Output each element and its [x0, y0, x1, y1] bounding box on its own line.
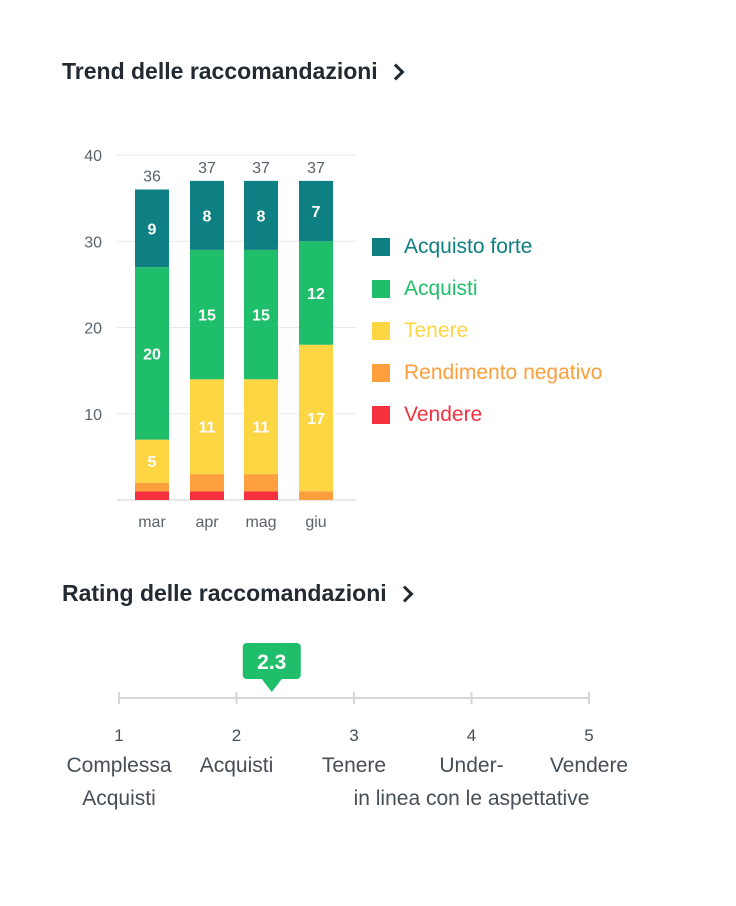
bar-value-label: 8	[203, 208, 212, 225]
x-tick-label: giu	[305, 514, 326, 531]
legend-label: Rendimento negativo	[404, 361, 603, 384]
bar-segment[interactable]	[244, 180, 278, 250]
bar-value-label: 15	[252, 308, 270, 325]
legend-swatch	[372, 406, 390, 424]
rating-title-text: Rating delle raccomandazioni	[62, 580, 387, 606]
trend-title[interactable]: Trend delle raccomandazioni	[62, 58, 405, 85]
rating-marker: 2.3	[242, 643, 301, 692]
bar-segment[interactable]	[190, 474, 224, 492]
legend-item[interactable]: Rendimento negativo	[372, 352, 602, 394]
bar-segment[interactable]	[190, 379, 224, 475]
y-tick-label: 10	[84, 407, 102, 424]
bar-value-label: 12	[307, 286, 325, 303]
bar-segment[interactable]	[135, 267, 169, 440]
chevron-right-icon	[396, 585, 414, 602]
scale-tick-number: 3	[349, 726, 358, 745]
legend-swatch	[372, 280, 390, 298]
bar-value-label: 8	[257, 208, 266, 225]
bar-segment[interactable]	[299, 344, 333, 492]
bar-value-label: 20	[143, 346, 161, 363]
bar-segment[interactable]	[135, 189, 169, 268]
bar-total-label: 36	[143, 169, 161, 186]
bar-segment[interactable]	[244, 474, 278, 492]
legend-label: Tenere	[404, 319, 469, 342]
bar-segment[interactable]	[299, 180, 333, 242]
legend-label: Acquisti	[404, 277, 478, 300]
bar-segment[interactable]	[244, 379, 278, 475]
scale-tick-label: Tenere	[322, 754, 386, 777]
bar-value-label: 7	[312, 204, 321, 221]
trend-chart: 10 20 30 40 5 20 9 36 mar 11 15 8 37 apr 11 15 8 37 mag 17 1…	[84, 148, 356, 531]
bar-segment[interactable]	[190, 491, 224, 500]
x-tick-label: mag	[245, 514, 276, 531]
bar-segment[interactable]	[135, 482, 169, 492]
bar-segment[interactable]	[299, 241, 333, 345]
scale-tick-label: Under-	[439, 754, 503, 777]
bar-total-label: 37	[307, 160, 325, 177]
rating-marker-box	[242, 643, 301, 679]
x-tick-label: mar	[138, 514, 166, 531]
legend-item[interactable]: Tenere	[372, 310, 602, 352]
legend-swatch	[372, 238, 390, 256]
bar-value-label: 17	[307, 411, 325, 428]
trend-title-text: Trend delle raccomandazioni	[62, 58, 378, 84]
scale-tick-number: 4	[467, 726, 476, 745]
bar-value-label: 15	[198, 308, 216, 325]
x-tick-label: apr	[195, 514, 219, 531]
bar-segment[interactable]	[190, 180, 224, 250]
scale-tick-label: Complessa	[66, 754, 171, 777]
chevron-right-icon	[387, 63, 405, 80]
legend-swatch	[372, 364, 390, 382]
legend-swatch	[372, 322, 390, 340]
bar-value-label: 11	[253, 420, 270, 437]
legend-label: Acquisto forte	[404, 235, 533, 258]
bar-value-label: 5	[148, 454, 157, 471]
scale-tick-number: 2	[232, 726, 241, 745]
y-tick-label: 30	[84, 234, 102, 251]
rating-marker-pointer	[261, 679, 282, 692]
bar-segment[interactable]	[299, 491, 333, 500]
bar-value-label: 11	[199, 420, 216, 437]
bar-total-label: 37	[252, 160, 270, 177]
scale-tick-label: Vendere	[550, 754, 628, 777]
legend-item[interactable]: Vendere	[372, 394, 602, 436]
scale-tick-label: in linea con le aspettative	[354, 787, 590, 810]
rating-title[interactable]: Rating delle raccomandazioni	[62, 580, 414, 607]
rating-scale: 1 Complessa Acquisti 2 Acquisti 3 Tenere 4 Under…	[66, 643, 628, 810]
scale-tick-number: 1	[114, 726, 123, 745]
bar-total-label: 37	[198, 160, 216, 177]
trend-legend: Acquisto forte Acquisti Tenere Rendimento n…	[372, 226, 602, 436]
bar-value-label: 9	[148, 221, 157, 238]
legend-item[interactable]: Acquisti	[372, 268, 602, 310]
scale-tick-number: 5	[584, 726, 593, 745]
legend-label: Vendere	[404, 403, 483, 426]
scale-tick-label: Acquisti	[200, 754, 274, 777]
bar-segment[interactable]	[244, 249, 278, 380]
legend-item[interactable]: Acquisto forte	[372, 226, 602, 268]
y-tick-label: 20	[84, 321, 102, 338]
bar-segment[interactable]	[135, 439, 169, 483]
bar-segment[interactable]	[135, 491, 169, 500]
y-tick-label: 40	[84, 148, 102, 165]
bar-segment[interactable]	[190, 249, 224, 380]
rating-value: 2.3	[257, 651, 286, 674]
bar-segment[interactable]	[244, 491, 278, 500]
scale-tick-label: Acquisti	[82, 787, 156, 810]
